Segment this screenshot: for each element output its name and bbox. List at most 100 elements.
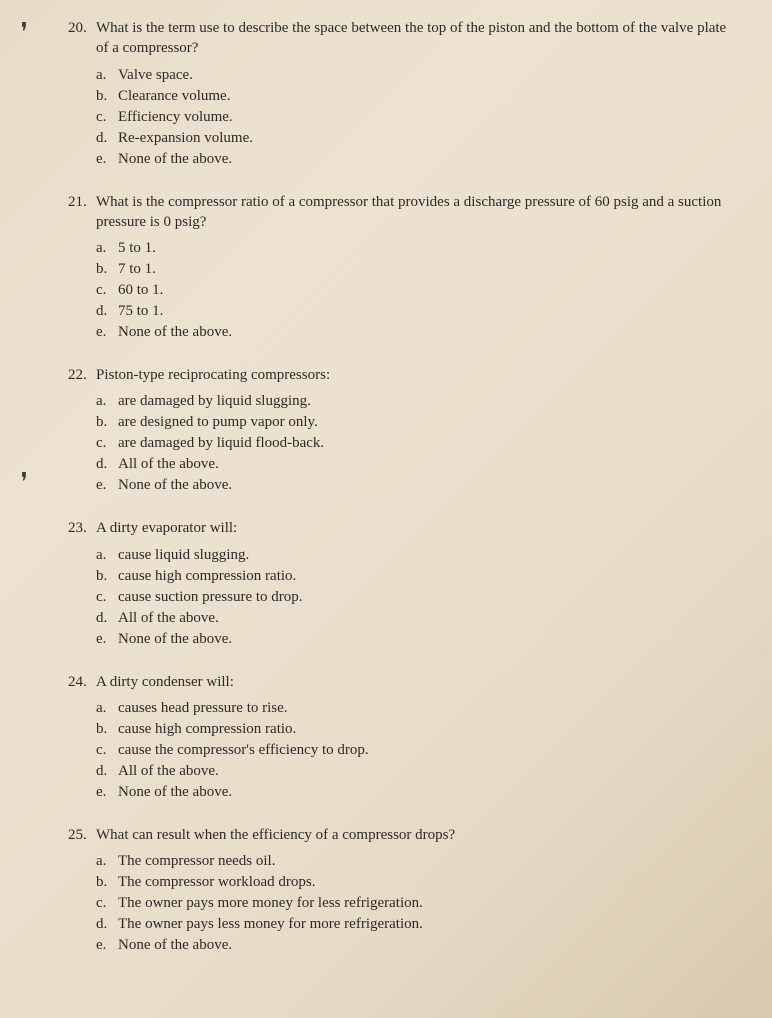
option-text: The owner pays less money for more refri…: [118, 914, 742, 935]
page: ❜ ❜ 20. What is the term use to describe…: [0, 0, 772, 1018]
option-text: cause high compression ratio.: [118, 719, 742, 740]
margin-mark: ❜: [21, 468, 28, 498]
option: a.are damaged by liquid slugging.: [96, 391, 742, 412]
option-text: are damaged by liquid flood-back.: [118, 433, 742, 454]
option-text: 7 to 1.: [118, 259, 742, 280]
option: a.5 to 1.: [96, 238, 742, 259]
question-header: 20. What is the term use to describe the…: [68, 18, 742, 59]
option-text: None of the above.: [118, 475, 742, 496]
option-letter: c.: [96, 107, 118, 128]
option: c.are damaged by liquid flood-back.: [96, 433, 742, 454]
option: e.None of the above.: [96, 149, 742, 170]
option: e.None of the above.: [96, 782, 742, 803]
option: d.All of the above.: [96, 454, 742, 475]
option: e.None of the above.: [96, 322, 742, 343]
option-letter: d.: [96, 608, 118, 629]
question-text: What is the compressor ratio of a compre…: [96, 192, 742, 233]
option-letter: b.: [96, 566, 118, 587]
option-letter: b.: [96, 412, 118, 433]
option-text: cause the compressor's efficiency to dro…: [118, 740, 742, 761]
question-number: 24.: [68, 672, 96, 692]
question-23: 23. A dirty evaporator will: a.cause liq…: [68, 518, 742, 649]
options-list: a.are damaged by liquid slugging. b.are …: [68, 391, 742, 496]
option-text: 5 to 1.: [118, 238, 742, 259]
option: b.7 to 1.: [96, 259, 742, 280]
option: a.cause liquid slugging.: [96, 545, 742, 566]
option-text: The owner pays more money for less refri…: [118, 893, 742, 914]
option-text: None of the above.: [118, 149, 742, 170]
option-letter: e.: [96, 629, 118, 650]
question-number: 20.: [68, 18, 96, 59]
question-20: 20. What is the term use to describe the…: [68, 18, 742, 170]
option: e.None of the above.: [96, 935, 742, 956]
option-text: Valve space.: [118, 65, 742, 86]
option-letter: c.: [96, 893, 118, 914]
option: b.Clearance volume.: [96, 86, 742, 107]
option-letter: b.: [96, 719, 118, 740]
question-text: Piston-type reciprocating compressors:: [96, 365, 742, 385]
option-text: cause suction pressure to drop.: [118, 587, 742, 608]
option-text: causes head pressure to rise.: [118, 698, 742, 719]
option-text: are designed to pump vapor only.: [118, 412, 742, 433]
question-text: What is the term use to describe the spa…: [96, 18, 742, 59]
option: c.Efficiency volume.: [96, 107, 742, 128]
option-letter: d.: [96, 128, 118, 149]
option-text: All of the above.: [118, 454, 742, 475]
option-letter: e.: [96, 782, 118, 803]
option: b.are designed to pump vapor only.: [96, 412, 742, 433]
option-text: All of the above.: [118, 761, 742, 782]
option-text: cause liquid slugging.: [118, 545, 742, 566]
option: d.75 to 1.: [96, 301, 742, 322]
question-24: 24. A dirty condenser will: a.causes hea…: [68, 672, 742, 803]
option-letter: b.: [96, 86, 118, 107]
option: c.cause suction pressure to drop.: [96, 587, 742, 608]
options-list: a.cause liquid slugging. b.cause high co…: [68, 545, 742, 650]
option-text: Clearance volume.: [118, 86, 742, 107]
question-number: 22.: [68, 365, 96, 385]
options-list: a.causes head pressure to rise. b.cause …: [68, 698, 742, 803]
option-text: The compressor needs oil.: [118, 851, 742, 872]
option: c.60 to 1.: [96, 280, 742, 301]
option: b.cause high compression ratio.: [96, 719, 742, 740]
option: a.Valve space.: [96, 65, 742, 86]
option: a.causes head pressure to rise.: [96, 698, 742, 719]
option-text: 75 to 1.: [118, 301, 742, 322]
question-header: 23. A dirty evaporator will:: [68, 518, 742, 538]
option-letter: a.: [96, 545, 118, 566]
option: b.cause high compression ratio.: [96, 566, 742, 587]
question-text: A dirty evaporator will:: [96, 518, 742, 538]
option-letter: c.: [96, 740, 118, 761]
question-header: 22. Piston-type reciprocating compressor…: [68, 365, 742, 385]
option-text: None of the above.: [118, 629, 742, 650]
option: c.cause the compressor's efficiency to d…: [96, 740, 742, 761]
question-number: 21.: [68, 192, 96, 233]
option-text: cause high compression ratio.: [118, 566, 742, 587]
option: d.All of the above.: [96, 608, 742, 629]
option-letter: c.: [96, 587, 118, 608]
option-letter: c.: [96, 433, 118, 454]
option: a.The compressor needs oil.: [96, 851, 742, 872]
option: e.None of the above.: [96, 629, 742, 650]
option: d.Re-expansion volume.: [96, 128, 742, 149]
option: b.The compressor workload drops.: [96, 872, 742, 893]
option-text: Re-expansion volume.: [118, 128, 742, 149]
option-letter: d.: [96, 761, 118, 782]
question-21: 21. What is the compressor ratio of a co…: [68, 192, 742, 344]
option: d.The owner pays less money for more ref…: [96, 914, 742, 935]
option-letter: d.: [96, 914, 118, 935]
option-text: are damaged by liquid slugging.: [118, 391, 742, 412]
option-letter: e.: [96, 149, 118, 170]
option-letter: d.: [96, 301, 118, 322]
option-letter: a.: [96, 698, 118, 719]
option-letter: a.: [96, 851, 118, 872]
question-text: A dirty condenser will:: [96, 672, 742, 692]
options-list: a.The compressor needs oil. b.The compre…: [68, 851, 742, 956]
option-letter: e.: [96, 322, 118, 343]
options-list: a.Valve space. b.Clearance volume. c.Eff…: [68, 65, 742, 170]
option-text: None of the above.: [118, 935, 742, 956]
option-text: Efficiency volume.: [118, 107, 742, 128]
question-number: 23.: [68, 518, 96, 538]
option-letter: a.: [96, 238, 118, 259]
option-letter: b.: [96, 872, 118, 893]
question-header: 21. What is the compressor ratio of a co…: [68, 192, 742, 233]
